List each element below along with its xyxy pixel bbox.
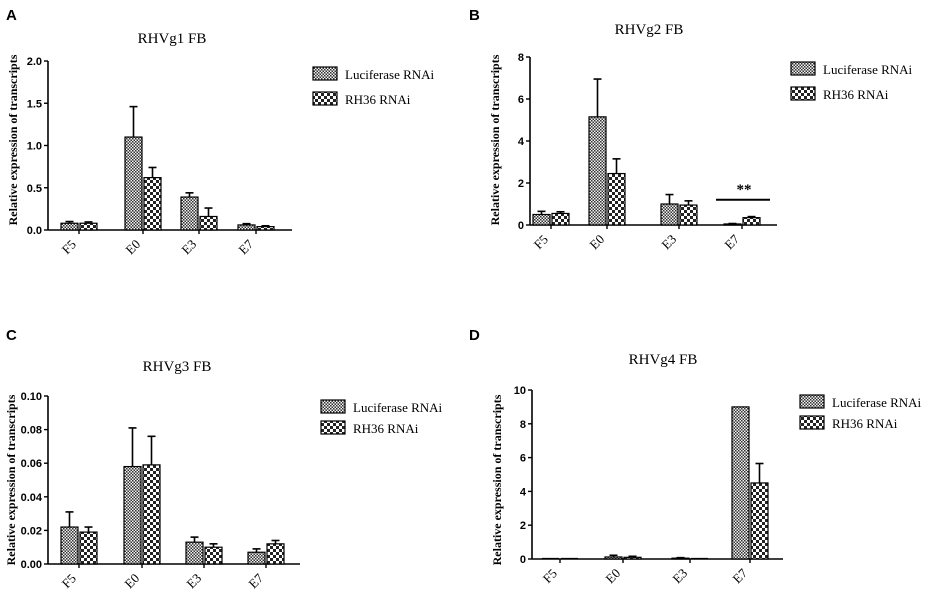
y-tick-label: 8 [520,419,526,431]
chart-panel-d: D RHVg4 FB Relative expression of transcri… [469,327,922,586]
x-tick-label: F5 [531,232,551,252]
y-tick-label: 0 [518,220,524,232]
y-tick-label: 0.5 [27,183,42,195]
bar-luciferase [60,526,79,565]
legend-label: Luciferase RNAi [353,400,443,415]
x-tick-label: E7 [721,231,742,252]
y-tick-label: 0.06 [21,458,42,470]
y-tick-label: 2 [518,178,524,190]
bar-rh36 [551,212,570,226]
x-tick-label: E0 [121,570,142,591]
chart-panel-a: A RHVg1 FB Relative expression of transcri… [6,7,435,257]
x-tick-label: E7 [235,236,256,257]
y-tick-label: 6 [518,94,524,106]
chart-title: RHVg3 FB [143,359,212,375]
y-tick-label: 4 [520,486,527,498]
legend-swatch [790,61,816,76]
bar-luciferase [588,116,607,226]
x-tick-label: F5 [59,237,79,257]
y-tick-label: 1.5 [27,98,42,110]
y-axis-label: Relative expression of transcripts [490,394,504,565]
y-tick-label: 0.10 [21,391,42,403]
bar-rh36 [679,204,698,226]
x-tick-label: E3 [669,565,690,586]
x-tick-label: E3 [183,570,204,591]
panel-letter: A [6,7,17,24]
bar-luciferase [660,203,679,226]
y-tick-label: 2 [520,520,526,532]
x-tick-label: E7 [245,570,266,591]
bar-rh36 [750,482,769,560]
bar-luciferase [180,196,199,231]
bar-rh36 [256,226,275,231]
bar-rh36 [199,215,218,231]
x-tick-label: E0 [602,565,623,586]
y-tick-label: 0.02 [21,525,42,537]
y-axis-label: Relative expression of transcripts [488,54,502,225]
legend-label: RH36 RNAi [353,421,419,436]
y-axis-label: Relative expression of transcripts [4,394,18,565]
legend-swatch [799,415,825,430]
legend-label: RH36 RNAi [345,92,411,107]
x-tick-label: E7 [729,565,750,586]
legend-label: RH36 RNAi [823,87,889,102]
bar-luciferase [60,222,79,231]
bar-rh36 [142,464,161,565]
legend-label: Luciferase RNAi [345,67,435,82]
bar-rh36 [143,177,162,231]
x-tick-label: E3 [178,236,199,257]
bar-luciferase [124,136,143,231]
x-tick-label: F5 [59,571,79,591]
bar-luciferase [123,465,142,565]
y-tick-label: 8 [518,52,524,64]
y-tick-label: 0.04 [21,492,43,504]
legend-label: Luciferase RNAi [832,395,922,410]
bar-rh36 [607,172,626,226]
chart-title: RHVg1 FB [138,31,207,47]
legend-swatch [790,86,816,101]
panel-letter: B [469,7,480,24]
bar-luciferase [731,406,750,560]
y-tick-label: 0.00 [21,559,42,571]
y-tick-label: 0.0 [27,225,42,237]
legend-label: RH36 RNAi [832,416,898,431]
legend-swatch [312,66,338,81]
y-tick-label: 1.0 [27,141,42,153]
legend-swatch [320,420,346,435]
y-tick-label: 10 [514,385,526,397]
y-tick-label: 0.08 [21,425,42,437]
bar-rh36 [79,531,98,565]
bar-luciferase [604,556,623,560]
bar-luciferase [185,541,204,565]
bar-rh36 [623,556,642,560]
chart-panel-b: B RHVg2 FB Relative expression of transcri… [469,7,913,252]
y-tick-label: 6 [520,453,526,465]
chart-panel-c: C RHVg3 FB Relative expression of transcri… [4,327,443,591]
y-tick-label: 2.0 [27,56,42,68]
bar-rh36 [266,543,285,565]
chart-title: RHVg4 FB [629,352,698,368]
legend-swatch [320,399,346,414]
significance-label: ** [737,182,752,198]
y-tick-label: 0 [520,554,526,566]
bar-luciferase [237,224,256,231]
x-tick-label: F5 [540,566,560,586]
bar-luciferase [247,551,266,565]
panel-letter: C [6,327,17,344]
x-tick-label: E0 [586,231,607,252]
bar-rh36 [742,217,761,226]
legend-swatch [312,91,338,106]
chart-title: RHVg2 FB [615,22,684,38]
x-tick-label: E3 [658,231,679,252]
x-tick-label: E0 [122,236,143,257]
bar-rh36 [204,546,223,565]
y-tick-label: 4 [518,136,525,148]
bar-luciferase [532,213,551,226]
panel-letter: D [469,327,480,344]
y-axis-label: Relative expression of transcripts [6,54,20,225]
legend-swatch [799,394,825,409]
bar-rh36 [79,222,98,231]
legend-label: Luciferase RNAi [823,62,913,77]
